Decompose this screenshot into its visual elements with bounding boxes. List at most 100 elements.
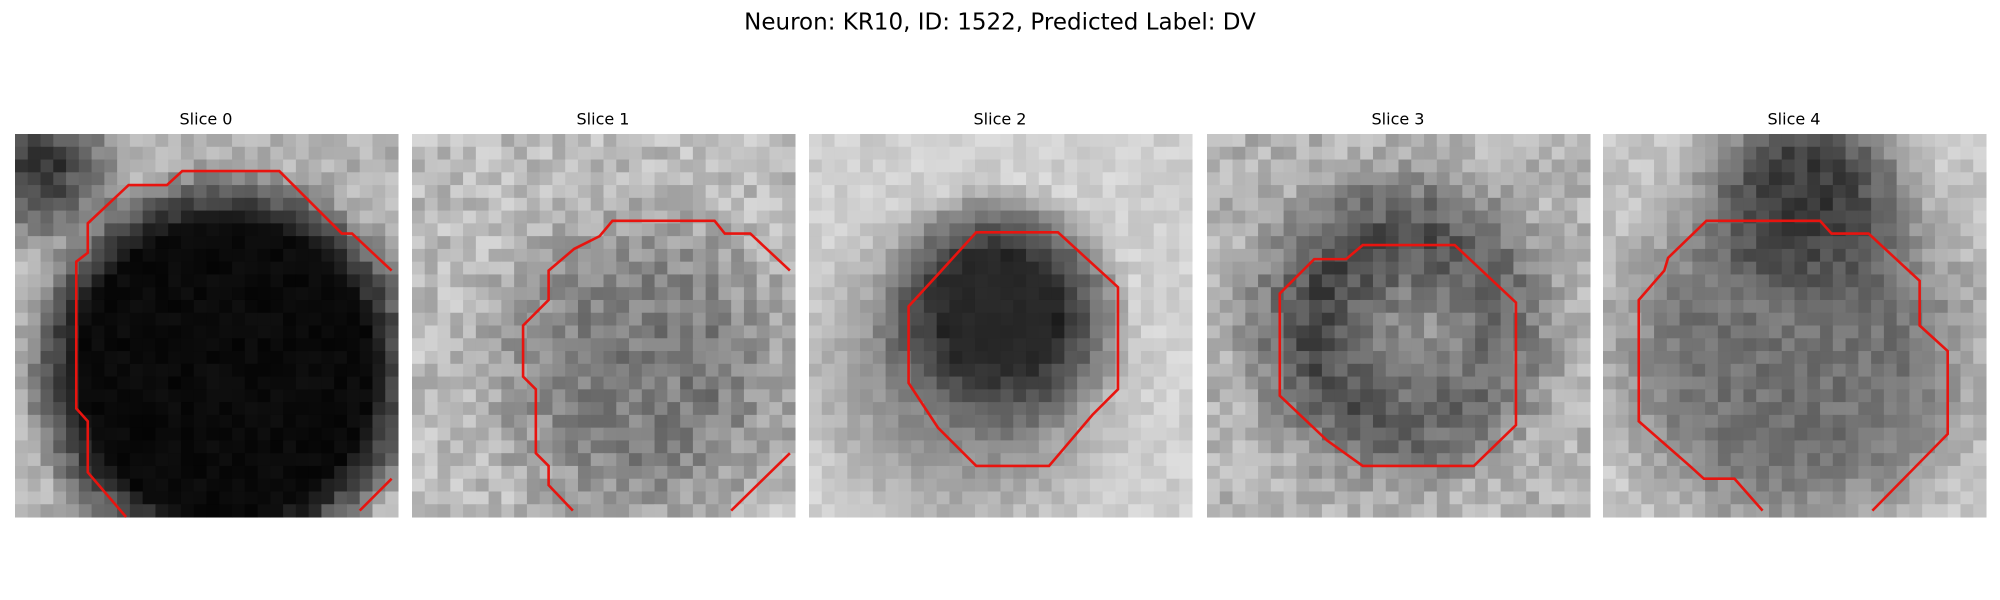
- pixel: [270, 414, 284, 429]
- pixel: [78, 159, 93, 173]
- pixel: [463, 491, 477, 505]
- pixel: [821, 363, 836, 378]
- pixel: [885, 134, 899, 148]
- pixel: [1705, 223, 1719, 237]
- pixel: [1781, 402, 1796, 416]
- pixel: [1679, 274, 1693, 288]
- pixel: [66, 134, 80, 148]
- pixel: [552, 440, 566, 454]
- pixel: [283, 414, 297, 429]
- pixel: [667, 159, 681, 173]
- pixel: [321, 453, 335, 467]
- pixel: [104, 299, 118, 314]
- pixel: [809, 414, 823, 429]
- pixel: [78, 223, 93, 237]
- pixel: [270, 389, 284, 403]
- pixel: [1360, 504, 1374, 518]
- pixel: [206, 338, 220, 352]
- pixel: [705, 299, 719, 314]
- pixel: [1705, 236, 1719, 250]
- pixel: [1283, 402, 1297, 416]
- pixel: [872, 478, 887, 492]
- pixel: [1449, 185, 1463, 199]
- pixel: [809, 478, 823, 492]
- pixel: [232, 427, 246, 441]
- pixel: [1564, 427, 1578, 441]
- pixel: [577, 427, 592, 441]
- pixel: [1526, 210, 1540, 224]
- pixel: [654, 261, 668, 275]
- pixel: [501, 465, 515, 480]
- pixel: [974, 325, 989, 339]
- pixel: [603, 146, 617, 161]
- pixel: [692, 376, 707, 390]
- pixel: [1679, 325, 1693, 339]
- pixel: [680, 236, 694, 250]
- pixel: [782, 312, 796, 327]
- pixel: [1781, 159, 1796, 173]
- pixel: [1296, 236, 1310, 250]
- pixel: [552, 453, 566, 467]
- pixel: [1270, 376, 1285, 390]
- pixel: [1832, 491, 1847, 505]
- pixel: [412, 414, 426, 429]
- pixel: [1038, 197, 1053, 212]
- pixel: [680, 223, 694, 237]
- pixel: [705, 287, 719, 301]
- pixel: [898, 389, 912, 403]
- pixel: [987, 236, 1002, 250]
- pixel: [692, 504, 707, 518]
- pixel: [936, 325, 950, 339]
- pixel: [552, 363, 566, 378]
- pixel: [782, 185, 796, 199]
- pixel: [1219, 274, 1234, 288]
- pixel: [372, 172, 386, 186]
- pixel: [949, 478, 963, 492]
- pixel: [962, 325, 976, 339]
- pixel: [629, 172, 643, 186]
- pixel: [129, 236, 144, 250]
- pixel: [40, 210, 54, 224]
- pixel: [782, 363, 796, 378]
- pixel: [1743, 236, 1757, 250]
- pixel: [667, 261, 681, 275]
- pixel: [923, 185, 938, 199]
- pixel: [743, 134, 758, 148]
- pixel: [603, 402, 617, 416]
- pixel: [1296, 414, 1310, 429]
- pixel: [1551, 134, 1565, 148]
- pixel: [450, 134, 464, 148]
- pixel: [1296, 491, 1310, 505]
- pixel: [1309, 478, 1323, 492]
- pixel: [193, 363, 208, 378]
- pixel: [1820, 236, 1834, 250]
- pixel: [1628, 172, 1642, 186]
- pixel: [1232, 504, 1246, 518]
- pixel: [385, 440, 399, 454]
- pixel: [104, 351, 118, 365]
- pixel: [206, 440, 220, 454]
- pixel: [692, 453, 707, 467]
- pixel: [1462, 146, 1476, 161]
- pixel: [654, 504, 668, 518]
- pixel: [872, 287, 887, 301]
- pixel: [1051, 402, 1065, 416]
- pixel: [552, 223, 566, 237]
- pixel: [40, 465, 54, 480]
- pixel: [1781, 478, 1796, 492]
- pixel: [1115, 389, 1129, 403]
- pixel: [1947, 389, 1961, 403]
- pixel: [1166, 363, 1180, 378]
- pixel: [1385, 146, 1400, 161]
- pixel: [1820, 146, 1834, 161]
- pixel: [1883, 453, 1898, 467]
- pixel: [743, 146, 758, 161]
- pixel: [1768, 389, 1783, 403]
- pixel: [1666, 491, 1681, 505]
- pixel: [475, 325, 490, 339]
- pixel: [923, 146, 938, 161]
- pixel: [1128, 210, 1142, 224]
- pixel: [232, 402, 246, 416]
- pixel: [1922, 159, 1936, 173]
- pixel: [1207, 210, 1221, 224]
